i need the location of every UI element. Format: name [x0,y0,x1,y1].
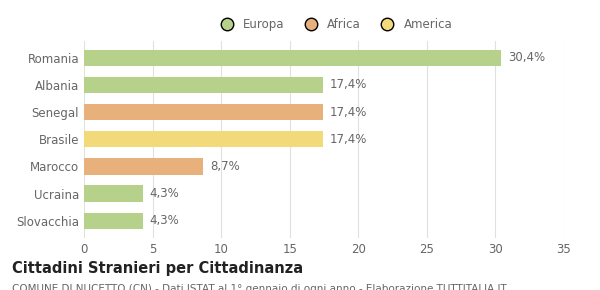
Text: 4,3%: 4,3% [150,214,179,227]
Text: 17,4%: 17,4% [329,133,367,146]
Text: 8,7%: 8,7% [210,160,240,173]
Text: COMUNE DI NUCETTO (CN) - Dati ISTAT al 1° gennaio di ogni anno - Elaborazione TU: COMUNE DI NUCETTO (CN) - Dati ISTAT al 1… [12,284,507,290]
Text: 17,4%: 17,4% [329,106,367,119]
Bar [84,213,143,229]
Bar [84,50,501,66]
Bar [84,185,143,202]
Text: 4,3%: 4,3% [150,187,179,200]
Bar [84,104,323,120]
Text: Cittadini Stranieri per Cittadinanza: Cittadini Stranieri per Cittadinanza [12,261,303,276]
Text: 17,4%: 17,4% [329,78,367,91]
Bar [84,77,323,93]
Legend: Europa, Africa, America: Europa, Africa, America [215,18,452,31]
Text: 30,4%: 30,4% [508,51,545,64]
Bar [84,131,323,147]
Bar [84,158,203,175]
